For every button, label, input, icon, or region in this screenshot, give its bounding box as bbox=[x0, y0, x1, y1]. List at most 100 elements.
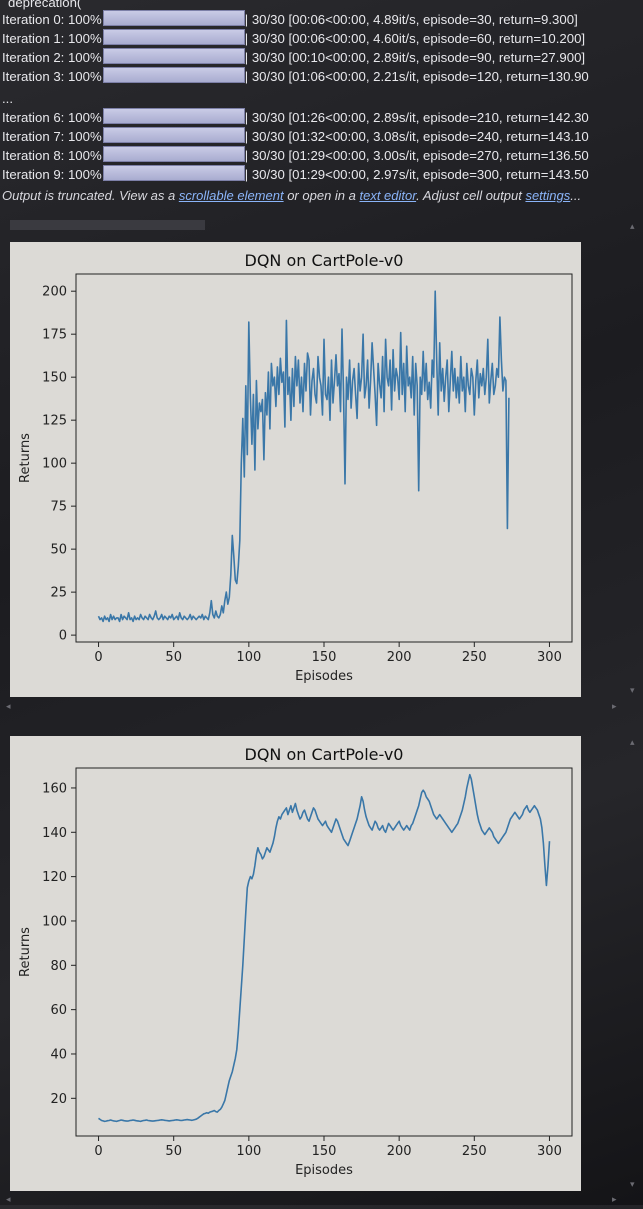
x-tick-label: 300 bbox=[537, 650, 562, 665]
progress-bar-end: | bbox=[244, 129, 252, 144]
returns-series-line bbox=[98, 773, 551, 1123]
x-tick-label: 0 bbox=[94, 1144, 102, 1159]
y-axis-label: Returns bbox=[18, 927, 33, 977]
y-tick-label: 140 bbox=[42, 826, 67, 841]
y-tick-label: 200 bbox=[42, 285, 67, 300]
chart-returns-raw: DQN on CartPole-v0 0 50 100 150 200 250 300 0 25 5… bbox=[18, 251, 573, 684]
log-line-suffix: 30/30 [00:06<00:00, 4.89it/s, episode=30… bbox=[251, 12, 578, 27]
log-line: Iteration 8: 100% | 30/30 [01:29<00:00, 3… bbox=[2, 146, 589, 164]
scroll-right-arrow-icon[interactable]: ▸ bbox=[612, 1195, 617, 1205]
y-tick-label: 40 bbox=[50, 1047, 67, 1062]
y-tick-label: 100 bbox=[42, 914, 67, 929]
progress-bar bbox=[102, 29, 245, 45]
truncation-text-3: . Adjust cell output bbox=[416, 188, 526, 203]
truncation-text-2: or open in a bbox=[283, 188, 360, 203]
y-tick-label: 0 bbox=[59, 629, 67, 644]
chart-returns-smoothed: DQN on CartPole-v0 0 50 100 150 200 250 300 20 40… bbox=[18, 745, 573, 1178]
plot-returns-raw: DQN on CartPole-v0 0 50 100 150 200 250 300 0 25 5… bbox=[10, 242, 581, 697]
y-tick-label: 125 bbox=[42, 414, 67, 429]
chart-title: DQN on CartPole-v0 bbox=[245, 251, 404, 270]
progress-bar-end: | bbox=[244, 167, 252, 182]
log-line-suffix: 30/30 [01:29<00:00, 2.97s/it, episode=30… bbox=[251, 167, 589, 182]
log-line-prefix: Iteration 8: 100% bbox=[2, 148, 102, 163]
log-line: Iteration 3: 100% | 30/30 [01:06<00:00, 2… bbox=[2, 67, 589, 85]
x-tick-label: 50 bbox=[165, 650, 182, 665]
y-tick-label: 20 bbox=[50, 1092, 67, 1107]
y-tick-label: 50 bbox=[50, 543, 67, 558]
progress-bar bbox=[102, 10, 245, 26]
x-axis-label: Episodes bbox=[295, 669, 353, 684]
progress-bar-end: | bbox=[244, 50, 252, 65]
log-ellipsis: ... bbox=[2, 91, 13, 106]
y-tick-label: 75 bbox=[50, 500, 67, 515]
x-tick-label: 150 bbox=[312, 650, 337, 665]
log-line: Iteration 7: 100% | 30/30 [01:32<00:00, 3… bbox=[2, 127, 589, 145]
x-tick-label: 200 bbox=[387, 1144, 412, 1159]
truncation-notice: Output is truncated. View as a scrollabl… bbox=[2, 188, 581, 203]
progress-bar bbox=[102, 48, 245, 64]
y-tick-label: 120 bbox=[42, 870, 67, 885]
scroll-down-arrow-icon[interactable]: ▾ bbox=[630, 1180, 635, 1190]
log-line-prefix: Iteration 2: 100% bbox=[2, 50, 102, 65]
y-tick-label: 60 bbox=[50, 1003, 67, 1018]
x-tick-label: 200 bbox=[387, 650, 412, 665]
scroll-left-arrow-icon[interactable]: ◂ bbox=[6, 1195, 11, 1205]
progress-bar bbox=[102, 108, 245, 124]
x-tick-label: 50 bbox=[165, 1144, 182, 1159]
progress-bar-end: | bbox=[244, 12, 252, 27]
x-tick-label: 300 bbox=[537, 1144, 562, 1159]
truncation-text-1: Output is truncated. View as a bbox=[2, 188, 179, 203]
progress-bar bbox=[102, 67, 245, 83]
x-tick-label: 0 bbox=[94, 650, 102, 665]
x-axis-label: Episodes bbox=[295, 1163, 353, 1178]
horizontal-scrollbar-1[interactable]: ◂ ▸ bbox=[0, 700, 643, 716]
x-tick-label: 250 bbox=[462, 650, 487, 665]
log-line-prefix: Iteration 1: 100% bbox=[2, 31, 102, 46]
y-tick-label: 160 bbox=[42, 781, 67, 796]
log-line: Iteration 6: 100% | 30/30 [01:26<00:00, 2… bbox=[2, 108, 589, 126]
scrollable-element-link[interactable]: scrollable element bbox=[178, 188, 284, 203]
y-axis-label: Returns bbox=[18, 433, 33, 483]
y-tick-label: 80 bbox=[50, 959, 67, 974]
y-tick-label: 150 bbox=[42, 371, 67, 386]
x-tick-label: 150 bbox=[312, 1144, 337, 1159]
chart-title: DQN on CartPole-v0 bbox=[245, 745, 404, 764]
log-header: deprecation( bbox=[8, 0, 82, 10]
log-line-prefix: Iteration 7: 100% bbox=[2, 129, 102, 144]
scroll-down-arrow-icon[interactable]: ▾ bbox=[630, 686, 635, 696]
settings-link[interactable]: settings bbox=[525, 188, 571, 203]
progress-bar bbox=[102, 127, 245, 143]
plot-frame bbox=[75, 273, 573, 643]
plot-returns-smoothed: DQN on CartPole-v0 0 50 100 150 200 250 300 20 40… bbox=[10, 736, 581, 1191]
progress-bar-end: | bbox=[244, 69, 252, 84]
progress-bar bbox=[102, 165, 245, 181]
x-tick-label: 100 bbox=[236, 1144, 261, 1159]
y-tick-label: 175 bbox=[42, 328, 67, 343]
log-line: Iteration 9: 100% | 30/30 [01:29<00:00, 2… bbox=[2, 165, 589, 183]
log-line-suffix: 30/30 [01:29<00:00, 3.00s/it, episode=27… bbox=[251, 148, 589, 163]
scroll-up-arrow-icon[interactable]: ▴ bbox=[630, 738, 635, 748]
log-line-suffix: 30/30 [01:26<00:00, 2.89s/it, episode=21… bbox=[251, 110, 589, 125]
log-line: Iteration 0: 100% | 30/30 [00:06<00:00, 4… bbox=[2, 10, 578, 28]
scroll-up-arrow-icon[interactable]: ▴ bbox=[630, 222, 635, 232]
y-tick-label: 25 bbox=[50, 586, 67, 601]
x-tick-label: 250 bbox=[462, 1144, 487, 1159]
log-line-suffix: 30/30 [01:06<00:00, 2.21s/it, episode=12… bbox=[251, 69, 589, 84]
horizontal-scrollbar-2[interactable]: ◂ ▸ bbox=[0, 1193, 643, 1209]
progress-bar-end: | bbox=[244, 110, 252, 125]
text-editor-link[interactable]: text editor bbox=[359, 188, 417, 203]
x-tick-label: 100 bbox=[236, 650, 261, 665]
truncation-text-4: ... bbox=[570, 188, 582, 203]
y-tick-label: 100 bbox=[42, 457, 67, 472]
log-line-suffix: 30/30 [00:06<00:00, 4.60it/s, episode=60… bbox=[251, 31, 586, 46]
log-line-suffix: 30/30 [00:10<00:00, 2.89it/s, episode=90… bbox=[251, 50, 586, 65]
progress-bar-end: | bbox=[244, 148, 252, 163]
scroll-left-arrow-icon[interactable]: ◂ bbox=[6, 702, 11, 712]
scroll-right-arrow-icon[interactable]: ▸ bbox=[612, 702, 617, 712]
log-line: Iteration 2: 100% | 30/30 [00:10<00:00, 2… bbox=[2, 48, 585, 66]
log-line: Iteration 1: 100% | 30/30 [00:06<00:00, 4… bbox=[2, 29, 585, 47]
log-line-prefix: Iteration 9: 100% bbox=[2, 167, 102, 182]
log-line-prefix: Iteration 0: 100% bbox=[2, 12, 102, 27]
log-line-prefix: Iteration 3: 100% bbox=[2, 69, 102, 84]
progress-bar bbox=[102, 146, 245, 162]
